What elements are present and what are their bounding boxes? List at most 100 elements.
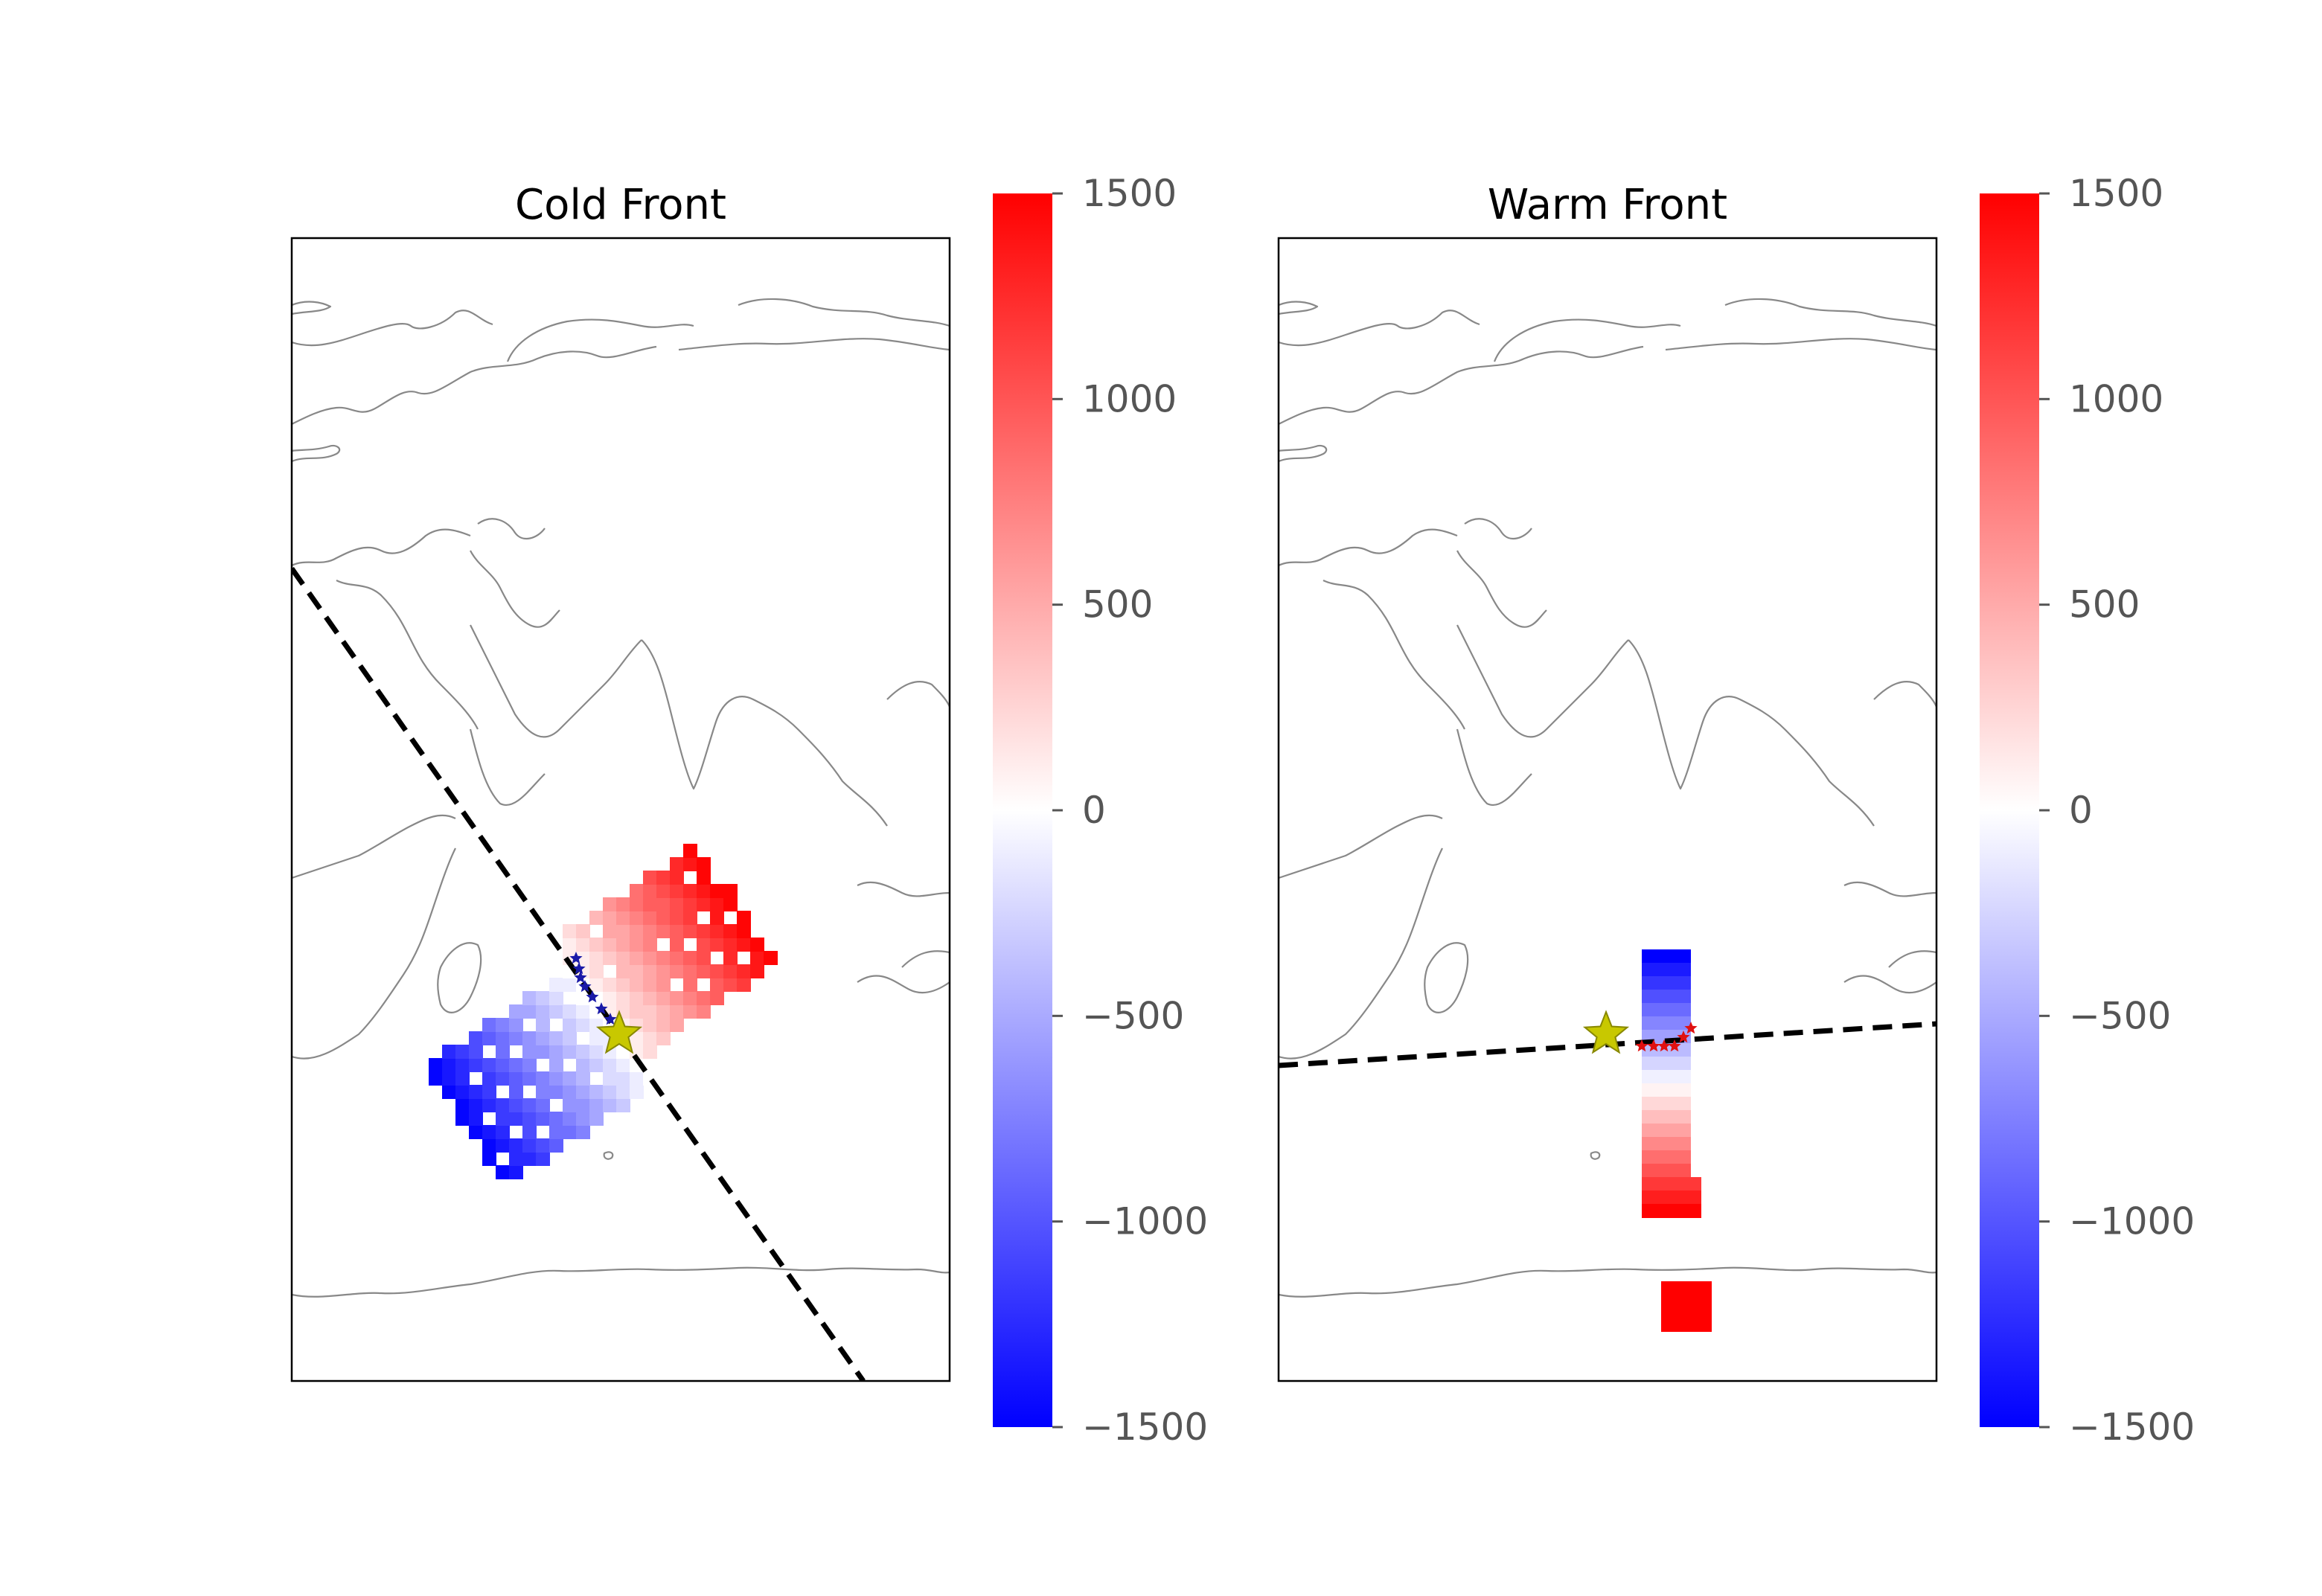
field-cell — [563, 1045, 577, 1059]
field-cell — [723, 897, 738, 911]
field-cell — [522, 1031, 537, 1045]
field-cell — [723, 924, 738, 938]
field-cell — [603, 911, 617, 925]
field-cell — [509, 1138, 523, 1153]
field-cell — [549, 1031, 563, 1045]
field-cell — [616, 964, 630, 978]
field-cell — [563, 1098, 577, 1112]
field-cell — [442, 1085, 456, 1099]
field-cell — [710, 911, 724, 925]
field-cell — [616, 951, 630, 965]
field-cell — [603, 951, 617, 965]
field-cell — [683, 991, 697, 1005]
colorbar-tick-label: 0 — [2069, 789, 2093, 832]
field-cell — [670, 938, 684, 952]
field-cell — [496, 1125, 510, 1139]
field-cell — [482, 1058, 496, 1072]
field-cell — [1642, 1016, 1691, 1031]
field-cell — [496, 1138, 510, 1153]
cold-front-field — [429, 844, 778, 1179]
field-cell — [563, 1112, 577, 1126]
field-cell — [643, 951, 657, 965]
field-cell — [603, 924, 617, 938]
field-cell — [643, 1045, 657, 1059]
field-cell — [589, 1031, 604, 1045]
warm-front-title: Warm Front — [1488, 181, 1727, 229]
field-cell — [442, 1045, 456, 1059]
field-cell — [1642, 1057, 1691, 1071]
field-cell — [496, 1045, 510, 1059]
field-cell — [603, 1098, 617, 1112]
field-cell — [536, 1031, 550, 1045]
warm-front-colorbar: 1500 1000 500 0 −500 −1000 −1500 — [1980, 172, 2195, 1449]
field-cell — [1642, 1177, 1701, 1191]
field-cell — [509, 1058, 523, 1072]
field-cell — [469, 1085, 483, 1099]
track-star — [578, 980, 592, 993]
field-cell — [482, 1098, 496, 1112]
field-cell — [455, 1045, 470, 1059]
field-cell — [549, 1112, 563, 1126]
field-cell — [469, 1112, 483, 1126]
field-cell — [589, 1058, 604, 1072]
field-cell — [683, 844, 697, 858]
field-cell — [549, 991, 563, 1005]
field-cell — [1642, 1137, 1691, 1151]
field-cell — [630, 1085, 644, 1099]
field-cell — [536, 1138, 550, 1153]
field-cell — [630, 1004, 644, 1019]
field-cell — [455, 1085, 470, 1099]
field-cell — [656, 911, 671, 925]
field-cell — [1642, 963, 1691, 977]
field-cell — [643, 884, 657, 898]
coastlines — [292, 298, 950, 1298]
field-cell — [1642, 1150, 1691, 1164]
field-cell — [1642, 1003, 1691, 1017]
warm-front-field — [1642, 949, 1712, 1332]
field-cell — [656, 897, 671, 911]
field-cell — [509, 1031, 523, 1045]
field-cell — [710, 897, 724, 911]
field-cell — [630, 1071, 644, 1086]
field-cell — [670, 951, 684, 965]
field-cell — [563, 924, 577, 938]
field-cell — [656, 991, 671, 1005]
field-cell — [616, 1098, 630, 1112]
field-cell — [509, 1004, 523, 1019]
field-cell — [549, 1125, 563, 1139]
field-cell — [509, 1071, 523, 1086]
field-cell — [509, 1018, 523, 1032]
field-cell — [683, 978, 697, 992]
colorbar-gradient — [993, 193, 1052, 1427]
field-cell — [469, 1098, 483, 1112]
warm-front-frame — [1277, 237, 1938, 1382]
field-cell — [1642, 1083, 1691, 1097]
track-star — [586, 990, 599, 1003]
field-cell — [576, 1045, 590, 1059]
field-cell — [496, 1031, 510, 1045]
field-cell — [616, 1071, 630, 1086]
field-cell — [482, 1018, 496, 1032]
field-cell — [630, 964, 644, 978]
field-cell — [522, 1098, 537, 1112]
track-star — [1657, 1039, 1671, 1052]
field-cell — [670, 964, 684, 978]
field-cell — [589, 911, 604, 925]
field-cell — [656, 1004, 671, 1019]
field-cell — [616, 938, 630, 952]
center-star — [595, 1010, 643, 1054]
field-cell — [496, 1071, 510, 1086]
field-cell — [576, 991, 590, 1005]
field-cell — [576, 1098, 590, 1112]
field-cell — [723, 951, 738, 965]
colorbar-gradient — [1980, 193, 2039, 1427]
field-cell — [563, 1071, 577, 1086]
field-cell — [697, 991, 711, 1005]
field-cell — [710, 991, 724, 1005]
field-cell — [455, 1112, 470, 1126]
field-cell — [750, 951, 764, 965]
field-cell — [549, 1138, 563, 1153]
field-cell — [616, 911, 630, 925]
field-cell — [563, 1031, 577, 1045]
field-cell — [643, 871, 657, 885]
